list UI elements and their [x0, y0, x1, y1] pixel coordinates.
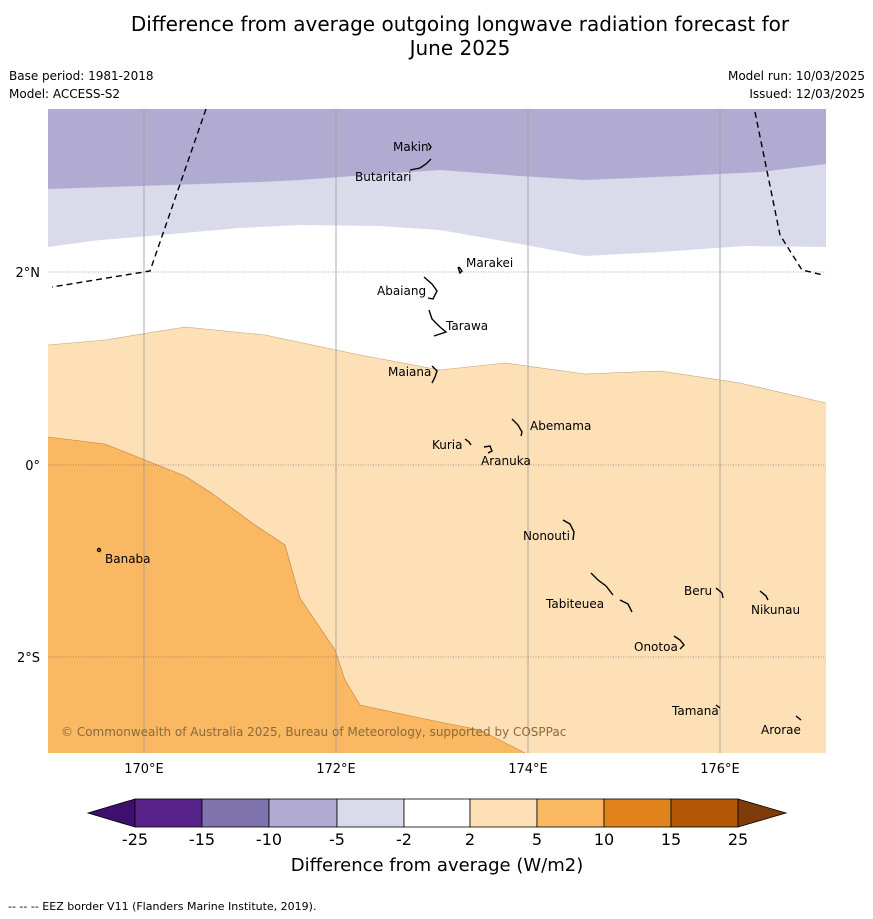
colorbar-swatch-9 [670, 798, 739, 828]
colorbar-tick-6: 2 [465, 830, 475, 849]
title-line-2: June 2025 [409, 36, 511, 60]
meta-left: Base period: 1981-2018 Model: ACCESS-S2 [9, 67, 154, 103]
colorbar-swatch-8 [603, 798, 672, 828]
colorbar-tick-8: 10 [594, 830, 614, 849]
label-aranuka: Aranuka [481, 454, 531, 468]
island-shapes [96, 142, 802, 721]
meta-right: Model run: 10/03/2025 Issued: 12/03/2025 [728, 67, 865, 103]
colorbar-tick-5: -2 [396, 830, 412, 849]
lon-label-170: 170°E [124, 762, 164, 777]
model-run: Model run: 10/03/2025 [727, 69, 865, 83]
map-title: Difference from average outgoing longwav… [60, 12, 860, 60]
colorbar-tick-1: -25 [122, 830, 148, 849]
label-arorae: Arorae [761, 723, 801, 737]
island-arorae [795, 715, 802, 721]
eez-border-east [754, 111, 824, 276]
label-onotoa: Onotoa [634, 640, 678, 654]
colorbar-swatch-2 [201, 798, 270, 828]
colorbar-swatch-7 [536, 798, 605, 828]
island-nikunau [759, 590, 769, 601]
label-banaba: Banaba [105, 552, 151, 566]
island-labels: Makin Butaritari Marakei Abaiang Tarawa … [105, 140, 801, 737]
island-beru [715, 587, 724, 599]
model-name: Model: ACCESS-S2 [9, 87, 121, 101]
label-abaiang: Abaiang [377, 284, 426, 298]
colorbar-swatch-1 [134, 798, 203, 828]
island-abaiang [423, 276, 438, 300]
island-abemama [511, 418, 523, 437]
colorbar-low-extension [86, 798, 136, 828]
latitude-labels: 2°N 0° 2°S [16, 266, 41, 666]
lat-label-2s: 2°S [17, 651, 40, 666]
label-butaritari: Butaritari [355, 170, 412, 184]
island-tabiteuea-south [619, 599, 633, 613]
island-nonouti [562, 519, 575, 541]
colorbar-swatch-4 [336, 798, 405, 828]
issued-date: Issued: 12/03/2025 [749, 87, 865, 101]
island-tamana [715, 704, 721, 709]
label-beru: Beru [684, 584, 712, 598]
colorbar-tick-7: 5 [532, 830, 542, 849]
label-nikunau: Nikunau [751, 603, 800, 617]
title-line-1: Difference from average outgoing longwav… [130, 12, 790, 36]
parallels [48, 271, 826, 658]
island-butaritari [409, 158, 432, 171]
colorbar-high-extension [737, 798, 788, 828]
colorbar-swatch-3 [268, 798, 338, 828]
colorbar-tick-4: -5 [329, 830, 345, 849]
island-tabiteuea [590, 572, 614, 596]
lat-label-0: 0° [25, 459, 40, 474]
colorbar-swatch-6 [469, 798, 538, 828]
contour-5 [48, 436, 526, 753]
label-abemama: Abemama [530, 419, 591, 433]
island-makin [427, 142, 432, 151]
label-tabiteuea: Tabiteuea [545, 597, 604, 611]
island-onotoa [673, 635, 685, 650]
colorbar: -25 -15 -10 -5 -2 2 5 10 15 25 Differenc… [86, 798, 788, 876]
lat-label-2n: 2°N [16, 266, 41, 281]
island-marakei [457, 266, 463, 275]
island-kuria [464, 438, 472, 446]
longitude-labels: 170°E 172°E 174°E 176°E [124, 762, 740, 777]
copyright-notice: © Commonwealth of Australia 2025, Bureau… [61, 725, 566, 739]
label-tamana: Tamana [671, 704, 719, 718]
colorbar-tick-9: 15 [661, 830, 681, 849]
meridians [143, 109, 721, 753]
colorbar-tick-10: 25 [728, 830, 748, 849]
band-5-to-10 [48, 437, 525, 753]
island-maiana [431, 365, 438, 384]
island-tarawa [428, 309, 448, 337]
map-area: Makin Butaritari Marakei Abaiang Tarawa … [48, 109, 826, 753]
label-nonouti: Nonouti [523, 529, 570, 543]
label-makin: Makin [393, 140, 429, 154]
colorbar-tick-2: -15 [189, 830, 215, 849]
colorbar-swatch-5 [403, 798, 471, 828]
colorbar-tick-3: -10 [256, 830, 282, 849]
lon-label-174: 174°E [508, 762, 548, 777]
label-maiana: Maiana [388, 365, 431, 379]
island-aranuka [483, 445, 493, 454]
label-kuria: Kuria [432, 438, 463, 452]
band-minus-10-to-minus-5 [48, 109, 826, 189]
label-marakei: Marakei [466, 256, 513, 270]
colorbar-title: Difference from average (W/m2) [291, 855, 583, 876]
contour-2 [48, 326, 826, 404]
eez-border-west [51, 109, 207, 288]
island-banaba [96, 547, 102, 553]
base-period: Base period: 1981-2018 [9, 69, 154, 83]
label-tarawa: Tarawa [445, 319, 488, 333]
lon-label-172: 172°E [316, 762, 356, 777]
lon-label-176: 176°E [700, 762, 740, 777]
footer-note: -- -- -- EEZ border V11 (Flanders Marine… [8, 900, 317, 913]
